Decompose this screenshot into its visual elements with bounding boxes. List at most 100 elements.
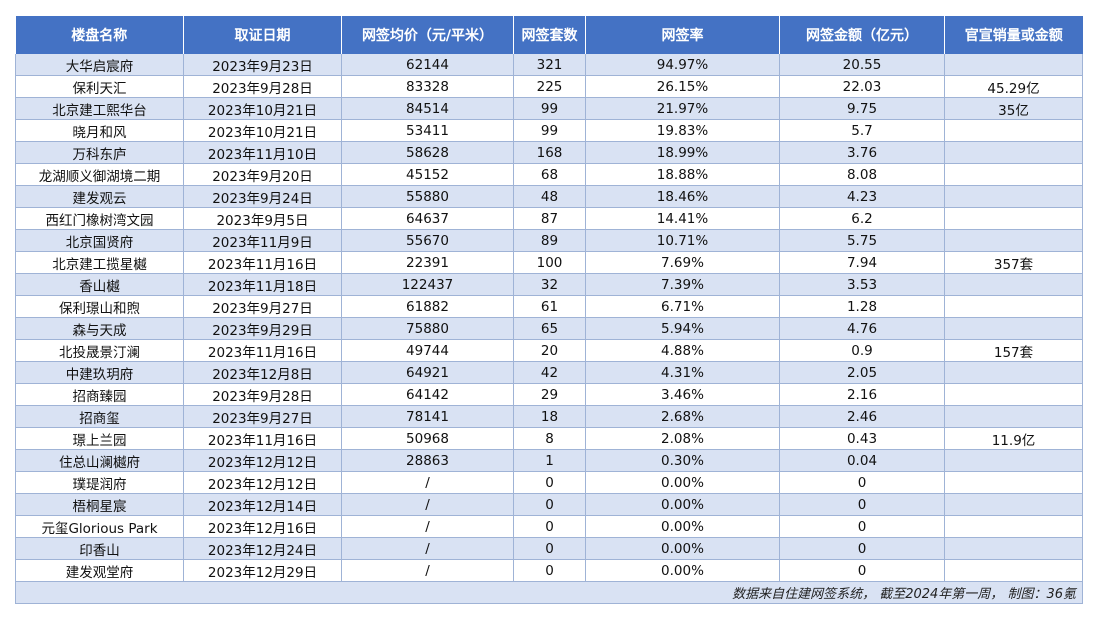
signing-rate-cell: 14.41% <box>585 207 780 230</box>
signed-amount-cell: 2.05 <box>779 361 945 384</box>
table-row: 梧桐星宸 2023年12月14日/0 0.00% 0 <box>15 493 1083 516</box>
avg-price-cell: 55670 <box>341 229 514 252</box>
signed-amount-cell: 5.7 <box>779 119 945 142</box>
table-row: 香山樾 2023年11月18日 122437 32 7.39% 3.53 <box>15 273 1083 296</box>
signed-amount-cell: 0.04 <box>779 449 945 472</box>
avg-price-cell: 122437 <box>341 273 514 296</box>
certificate-date-cell: 2023年9月28日 <box>183 383 342 406</box>
official-sales-cell <box>944 317 1083 340</box>
signing-rate-cell: 18.88% <box>585 163 780 186</box>
avg-price-cell: / <box>341 559 514 582</box>
units-signed-cell: 87 <box>513 207 586 230</box>
certificate-date-cell: 2023年9月24日 <box>183 185 342 208</box>
project-name-cell: 保利璟山和煦 <box>15 295 184 318</box>
avg-price-cell: 49744 <box>341 339 514 362</box>
avg-price-cell: / <box>341 537 514 560</box>
signing-rate-cell: 19.83% <box>585 119 780 142</box>
official-sales-cell <box>944 471 1083 494</box>
avg-price-cell: 22391 <box>341 251 514 274</box>
signed-amount-cell: 0.43 <box>779 427 945 450</box>
certificate-date-cell: 2023年11月18日 <box>183 273 342 296</box>
table-row: 北投晟景汀澜 2023年11月16日 49744 20 4.88% 0.9 157套 <box>15 339 1083 362</box>
certificate-date-cell: 2023年9月23日 <box>183 54 342 76</box>
signing-rate-cell: 2.08% <box>585 427 780 450</box>
project-name-cell: 香山樾 <box>15 273 184 296</box>
certificate-date-cell: 2023年9月20日 <box>183 163 342 186</box>
avg-price-cell: 78141 <box>341 405 514 428</box>
certificate-date-cell: 2023年12月29日 <box>183 559 342 582</box>
units-signed-cell: 100 <box>513 251 586 274</box>
table-row: 建发观堂府 2023年12月29日/0 0.00% 0 <box>15 559 1083 582</box>
signing-rate-cell: 4.31% <box>585 361 780 384</box>
units-signed-cell: 168 <box>513 141 586 164</box>
certificate-date-cell: 2023年12月14日 <box>183 493 342 516</box>
units-signed-cell: 20 <box>513 339 586 362</box>
project-name-cell: 北京建工熙华台 <box>15 97 184 120</box>
official-sales-cell <box>944 295 1083 318</box>
table-header: 楼盘名称 取证日期 网签均价（元/平米） 网签套数 网签率 网签金额（亿元） 官… <box>15 16 1083 54</box>
header-certificate-date: 取证日期 <box>183 16 342 54</box>
table-row: 龙湖顺义御湖境二期 2023年9月20日 45152 68 18.88% 8.08 <box>15 163 1083 186</box>
project-name-cell: 万科东庐 <box>15 141 184 164</box>
official-sales-cell <box>944 54 1083 76</box>
header-units-signed: 网签套数 <box>513 16 586 54</box>
units-signed-cell: 0 <box>513 559 586 582</box>
units-signed-cell: 42 <box>513 361 586 384</box>
table-row: 保利天汇 2023年9月28日 83328 225 26.15% 22.03 45.29亿 <box>15 75 1083 98</box>
certificate-date-cell: 2023年11月10日 <box>183 141 342 164</box>
project-name-cell: 西红门橡树湾文园 <box>15 207 184 230</box>
certificate-date-cell: 2023年12月16日 <box>183 515 342 538</box>
units-signed-cell: 99 <box>513 119 586 142</box>
table-row: 中建玖玥府 2023年12月8日 64921 42 4.31% 2.05 <box>15 361 1083 384</box>
signed-amount-cell: 8.08 <box>779 163 945 186</box>
avg-price-cell: 84514 <box>341 97 514 120</box>
project-name-cell: 龙湖顺义御湖境二期 <box>15 163 184 186</box>
project-name-cell: 招商玺 <box>15 405 184 428</box>
project-name-cell: 北投晟景汀澜 <box>15 339 184 362</box>
project-name-cell: 璟上兰园 <box>15 427 184 450</box>
avg-price-cell: 61882 <box>341 295 514 318</box>
project-name-cell: 建发观云 <box>15 185 184 208</box>
certificate-date-cell: 2023年9月27日 <box>183 295 342 318</box>
signed-amount-cell: 3.76 <box>779 141 945 164</box>
presale-sales-table: 楼盘名称 取证日期 网签均价（元/平米） 网签套数 网签率 网签金额（亿元） 官… <box>15 16 1083 604</box>
units-signed-cell: 1 <box>513 449 586 472</box>
units-signed-cell: 0 <box>513 471 586 494</box>
table-row: 北京建工熙华台 2023年10月21日 84514 99 21.97% 9.75 35亿 <box>15 97 1083 120</box>
signing-rate-cell: 5.94% <box>585 317 780 340</box>
signing-rate-cell: 0.00% <box>585 559 780 582</box>
signed-amount-cell: 4.23 <box>779 185 945 208</box>
official-sales-cell <box>944 493 1083 516</box>
avg-price-cell: 28863 <box>341 449 514 472</box>
signed-amount-cell: 6.2 <box>779 207 945 230</box>
project-name-cell: 大华启宸府 <box>15 54 184 76</box>
certificate-date-cell: 2023年12月12日 <box>183 449 342 472</box>
official-sales-cell <box>944 207 1083 230</box>
signed-amount-cell: 3.53 <box>779 273 945 296</box>
avg-price-cell: / <box>341 493 514 516</box>
signing-rate-cell: 7.39% <box>585 273 780 296</box>
official-sales-cell: 11.9亿 <box>944 427 1083 450</box>
data-table-container: 楼盘名称 取证日期 网签均价（元/平米） 网签套数 网签率 网签金额（亿元） 官… <box>15 16 1083 604</box>
table-row: 北京建工揽星樾 2023年11月16日 22391 100 7.69% 7.94 357套 <box>15 251 1083 274</box>
source-footnote: 数据来自住建网签系统， 截至2024年第一周， 制图：36氪 <box>15 581 1083 604</box>
signed-amount-cell: 0 <box>779 537 945 560</box>
avg-price-cell: 58628 <box>341 141 514 164</box>
avg-price-cell: / <box>341 515 514 538</box>
avg-price-cell: 64637 <box>341 207 514 230</box>
avg-price-cell: 55880 <box>341 185 514 208</box>
signed-amount-cell: 5.75 <box>779 229 945 252</box>
certificate-date-cell: 2023年12月8日 <box>183 361 342 384</box>
signing-rate-cell: 26.15% <box>585 75 780 98</box>
avg-price-cell: 62144 <box>341 54 514 76</box>
table-row: 璞瑅润府 2023年12月12日/0 0.00% 0 <box>15 471 1083 494</box>
header-project-name: 楼盘名称 <box>15 16 184 54</box>
signed-amount-cell: 4.76 <box>779 317 945 340</box>
header-avg-price: 网签均价（元/平米） <box>341 16 514 54</box>
certificate-date-cell: 2023年10月21日 <box>183 97 342 120</box>
certificate-date-cell: 2023年9月27日 <box>183 405 342 428</box>
official-sales-cell <box>944 515 1083 538</box>
certificate-date-cell: 2023年9月5日 <box>183 207 342 230</box>
project-name-cell: 建发观堂府 <box>15 559 184 582</box>
official-sales-cell <box>944 185 1083 208</box>
